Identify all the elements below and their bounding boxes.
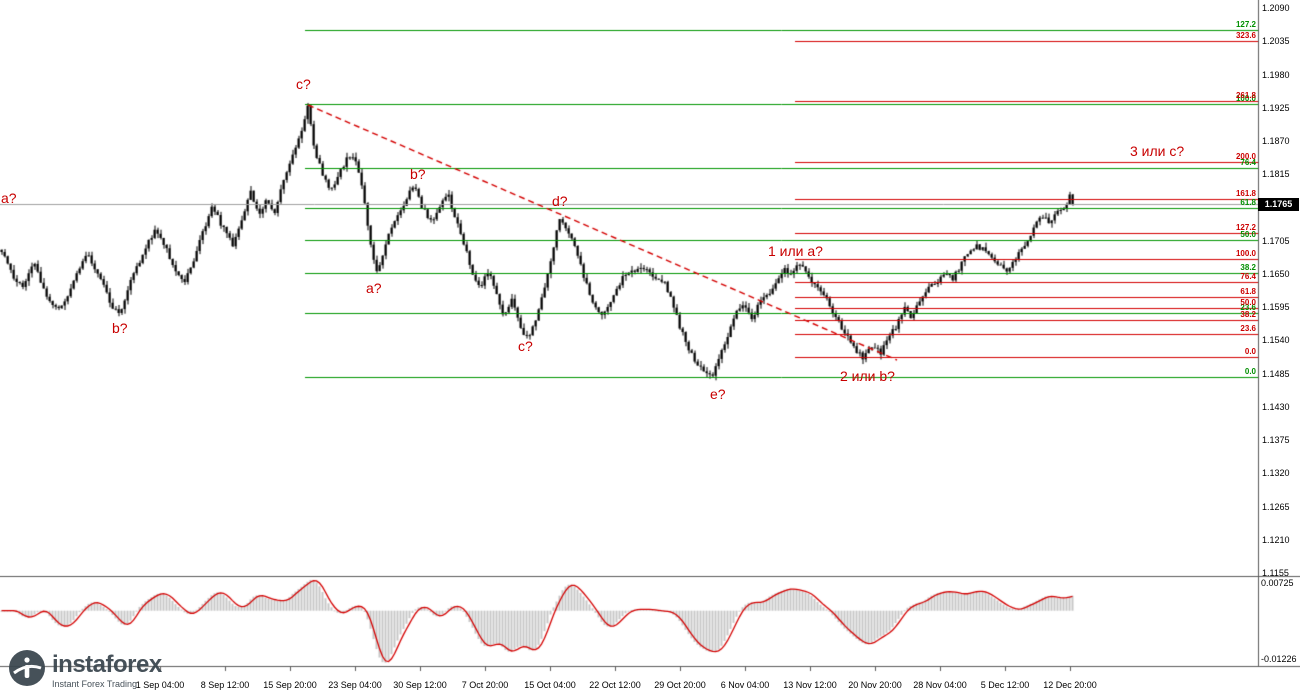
fib-green-level-label: 76.4: [1240, 157, 1256, 167]
fib-red-level-label: 127.2: [1235, 222, 1256, 232]
instaforex-logo-icon: [8, 649, 46, 692]
time-axis-label: 29 Oct 20:00: [654, 680, 706, 690]
fib-green-level-label: 100.0: [1235, 93, 1256, 103]
price-axis-label: 1.2090: [1262, 3, 1290, 14]
wave-label: 2 или b?: [840, 368, 895, 384]
time-axis-label: 13 Nov 12:00: [783, 680, 837, 690]
indicator-max-label: 0.00725: [1261, 578, 1294, 588]
fib-red-level-label: 23.6: [1240, 323, 1256, 333]
fib-red-level-label: 261.8: [1235, 90, 1256, 100]
fib-green-level-label: 0.0: [1244, 366, 1256, 376]
fib-red-level-label: 323.6: [1235, 30, 1256, 40]
time-axis-label: 20 Nov 20:00: [848, 680, 902, 690]
time-axis-label: 1 Sep 04:00: [135, 680, 185, 690]
fib-green-level-label: 23.6: [1240, 302, 1256, 312]
price-axis-label: 1.1375: [1262, 435, 1290, 446]
watermark-tagline: Instant Forex Trading: [52, 678, 138, 689]
time-axis-label: 7 Oct 20:00: [461, 680, 509, 690]
price-axis-label: 1.1870: [1262, 136, 1290, 147]
wave-label: c?: [296, 76, 311, 92]
fib-green-level-label: 127.2: [1235, 19, 1256, 29]
price-axis-label: 1.1320: [1262, 468, 1290, 479]
price-axis-label: 1.1815: [1262, 169, 1290, 180]
time-axis-label: 23 Sep 04:00: [328, 680, 382, 690]
price-axis-label: 1.1210: [1262, 534, 1290, 545]
wave-label: a?: [366, 280, 382, 296]
time-axis-label: 15 Oct 04:00: [524, 680, 576, 690]
fib-red-level-label: 61.8: [1240, 286, 1256, 296]
time-axis-label: 5 Dec 12:00: [980, 680, 1030, 690]
time-axis-label: 30 Sep 12:00: [393, 680, 447, 690]
watermark-brand: instaforex: [52, 650, 162, 678]
fib-red-level-label: 161.8: [1235, 188, 1256, 198]
price-axis-label: 1.1430: [1262, 401, 1290, 412]
price-axis-label: 1.2035: [1262, 36, 1290, 47]
wave-label: b?: [112, 320, 128, 336]
time-axis-label: 28 Nov 04:00: [913, 680, 967, 690]
fib-green-level-label: 61.8: [1240, 197, 1256, 207]
wave-label: e?: [710, 386, 726, 402]
watermark: instaforex Instant Forex Trading: [8, 649, 162, 692]
time-axis-label: 15 Sep 20:00: [263, 680, 317, 690]
wave-label: 1 или a?: [768, 243, 823, 259]
fib-red-level-label: 0.0: [1244, 346, 1256, 356]
price-axis-label: 1.1650: [1262, 268, 1290, 279]
wave-label: a?: [1, 190, 17, 206]
price-axis-label: 1.1265: [1262, 501, 1290, 512]
fib-red-level-label: 38.2: [1240, 309, 1256, 319]
fib-red-level-label: 50.0: [1240, 297, 1256, 307]
price-axis-label: 1.1705: [1262, 235, 1290, 246]
fib-red-level-label: 100.0: [1235, 248, 1256, 258]
price-axis-label: 1.1595: [1262, 302, 1290, 313]
wave-label: d?: [552, 193, 568, 209]
time-axis-label: 12 Dec 20:00: [1043, 680, 1097, 690]
wave-label: b?: [410, 166, 426, 182]
fib-red-level-label: 200.0: [1235, 151, 1256, 161]
price-axis-label: 1.1485: [1262, 368, 1290, 379]
fib-red-level-label: 76.4: [1240, 271, 1256, 281]
price-axis-label: 1.1155: [1262, 567, 1289, 578]
current-price-tag: 1.1765: [1258, 197, 1299, 211]
time-axis-label: 22 Oct 12:00: [589, 680, 641, 690]
time-axis-label: 6 Nov 04:00: [720, 680, 770, 690]
wave-label: 3 или c?: [1130, 143, 1185, 159]
indicator-min-label: -0.01226: [1261, 654, 1297, 664]
fib-green-level-label: 50.0: [1240, 229, 1256, 239]
time-axis-label: 8 Sep 12:00: [200, 680, 250, 690]
price-axis-label: 1.1540: [1262, 335, 1290, 346]
wave-label: c?: [518, 338, 533, 354]
fib-green-level-label: 38.2: [1240, 262, 1256, 272]
price-axis-label: 1.1925: [1262, 102, 1290, 113]
price-axis-label: 1.1980: [1262, 69, 1290, 80]
